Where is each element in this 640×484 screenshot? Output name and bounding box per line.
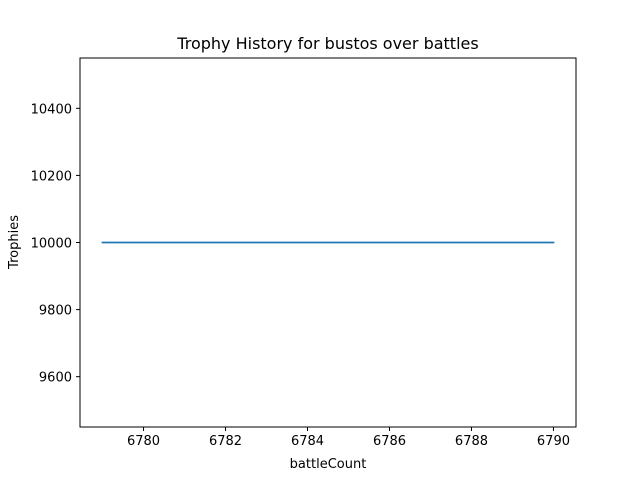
x-tick-label-6786: 6786 bbox=[373, 434, 406, 449]
y-axis-label: Trophies bbox=[7, 215, 22, 270]
chart-title: Trophy History for bustos over battles bbox=[176, 34, 478, 53]
x-tick-label-6790: 6790 bbox=[537, 434, 570, 449]
y-tick-label-9800: 9800 bbox=[39, 304, 72, 319]
y-tick-label-10400: 10400 bbox=[31, 102, 72, 117]
x-axis-label: battleCount bbox=[290, 457, 367, 472]
x-tick-label-6788: 6788 bbox=[455, 434, 488, 449]
y-tick-label-10000: 10000 bbox=[31, 237, 72, 252]
x-tick-label-6784: 6784 bbox=[291, 434, 324, 449]
x-tick-label-6780: 6780 bbox=[127, 434, 160, 449]
plot-area: 6780 6782 6784 6786 6788 6790 9600 9800 10000 102… bbox=[31, 57, 577, 449]
y-tick-label-9600: 9600 bbox=[39, 371, 72, 386]
x-tick-label-6782: 6782 bbox=[209, 434, 242, 449]
y-tick-label-10200: 10200 bbox=[31, 169, 72, 184]
